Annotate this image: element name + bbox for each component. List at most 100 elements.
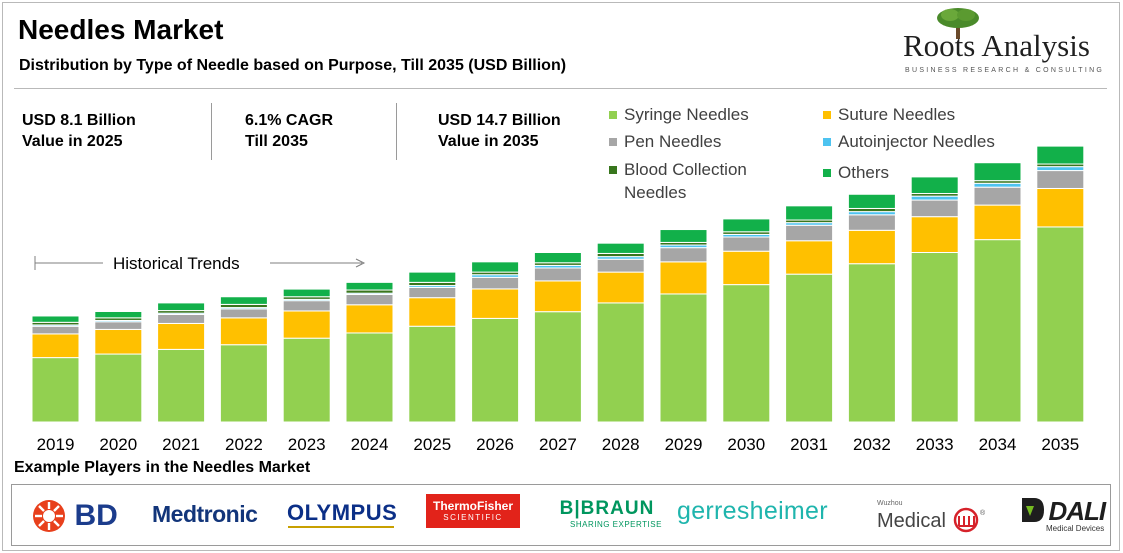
x-tick-label: 2030 <box>727 435 765 454</box>
bar-syringe-2026 <box>471 317 520 423</box>
dali-logo-text: DALI <box>1048 496 1106 526</box>
bar-others-2028 <box>596 242 645 254</box>
x-tick-label: 2032 <box>853 435 891 454</box>
thermofisher-logo: ThermoFisher SCIENTIFIC <box>426 494 520 528</box>
kpi-2025-label: Value in 2025 <box>22 133 123 150</box>
kpi-cagr: 6.1% CAGR Till 2035 <box>245 110 333 152</box>
bar-pen-2026 <box>471 276 520 290</box>
dali-logo: DALI Medical Devices <box>1020 496 1106 533</box>
bar-suture-2026 <box>471 288 520 319</box>
bar-pen-2021 <box>157 313 206 324</box>
bar-suture-2028 <box>596 271 645 304</box>
legend-pen: Pen Needles <box>624 132 722 151</box>
bar-pen-2020 <box>94 321 143 330</box>
bar-pen-2028 <box>596 258 645 273</box>
bar-others-2019 <box>31 315 80 323</box>
bbraun-logo-name: B|BRAUN <box>559 498 655 519</box>
bar-syringe-2019 <box>31 357 80 423</box>
bbraun-logo-sub: SHARING EXPERTISE <box>570 520 662 529</box>
x-tick-label: 2025 <box>413 435 451 454</box>
bbraun-logo: B|BRAUN SHARING EXPERTISE <box>552 498 662 529</box>
bar-others-2020 <box>94 310 143 319</box>
legend-syringe: Syringe Needles <box>624 105 749 124</box>
bar-others-2027 <box>533 252 582 264</box>
legend-swatch-suture <box>823 111 831 119</box>
x-tick-label: 2026 <box>476 435 514 454</box>
x-tick-label: 2022 <box>225 435 263 454</box>
bar-pen-2027 <box>533 267 582 282</box>
legend-suture: Suture Needles <box>838 105 956 124</box>
x-tick-label: 2019 <box>37 435 75 454</box>
x-tick-label: 2021 <box>162 435 200 454</box>
bar-syringe-2032 <box>847 263 896 423</box>
bar-syringe-2024 <box>345 332 394 423</box>
kpi-2035-value: USD 14.7 Billion Value in 2035 <box>438 110 561 152</box>
legend-swatch-blood <box>609 166 617 174</box>
x-tick-label: 2034 <box>979 435 1017 454</box>
bar-others-2030 <box>722 218 771 233</box>
brand-tagline: BUSINESS RESEARCH & CONSULTING <box>905 67 1105 74</box>
bar-others-2032 <box>847 193 896 209</box>
bar-pen-2024 <box>345 294 394 306</box>
x-axis-ticks: 2019 2020 2021 2022 2023 2024 2025 2026 2027 2028… <box>37 435 1080 454</box>
bar-others-2023 <box>282 288 331 298</box>
x-tick-label: 2028 <box>602 435 640 454</box>
bar-suture-2024 <box>345 304 394 334</box>
bd-logo-text: BD <box>74 499 118 532</box>
dali-mark-icon <box>1022 498 1044 522</box>
bar-suture-2031 <box>785 240 834 275</box>
tree-logo-icon <box>937 8 979 39</box>
bar-pen-2033 <box>910 199 959 218</box>
x-tick-label: 2031 <box>790 435 828 454</box>
bar-suture-2023 <box>282 310 331 339</box>
bar-suture-2034 <box>973 204 1022 241</box>
bar-pen-2034 <box>973 186 1022 206</box>
kpi-2035-amount: USD 14.7 Billion <box>438 112 561 129</box>
thermofisher-logo-name: ThermoFisher <box>432 499 513 513</box>
bar-syringe-2031 <box>785 273 834 423</box>
bar-syringe-2027 <box>533 311 582 423</box>
bar-group <box>31 145 1085 423</box>
bar-others-2029 <box>659 229 708 243</box>
bar-autoinjector-2034 <box>973 182 1022 188</box>
players-logo-strip <box>11 484 1111 546</box>
page-subtitle: Distribution by Type of Needle based on … <box>19 57 567 74</box>
bar-pen-2031 <box>785 224 834 242</box>
bar-suture-2030 <box>722 250 771 286</box>
bar-others-2021 <box>157 302 206 312</box>
bar-suture-2032 <box>847 229 896 265</box>
legend-autoinjector: Autoinjector Needles <box>838 132 995 151</box>
kpi-cagr-amount: 6.1% CAGR <box>245 112 334 129</box>
bar-syringe-2021 <box>157 348 206 423</box>
bar-others-2033 <box>910 176 959 195</box>
bar-others-2026 <box>471 261 520 273</box>
bar-suture-2021 <box>157 322 206 350</box>
wuzhou-medical-logo: Wuzhou Medical ® <box>877 500 990 533</box>
bar-others-2025 <box>408 271 457 283</box>
bar-syringe-2029 <box>659 293 708 423</box>
bar-suture-2025 <box>408 297 457 327</box>
bar-suture-2020 <box>94 328 143 355</box>
bar-suture-2027 <box>533 280 582 313</box>
bar-others-2034 <box>973 162 1022 182</box>
legend-blood-line2: Needles <box>624 183 687 202</box>
page-title: Needles Market <box>18 14 224 45</box>
bar-autoinjector-2035 <box>1036 166 1085 172</box>
bar-others-2024 <box>345 281 394 291</box>
bar-syringe-2025 <box>408 325 457 423</box>
gerresheimer-logo: gerresheimer <box>677 497 828 525</box>
bar-suture-2019 <box>31 333 80 359</box>
bd-logo: BD <box>32 499 118 533</box>
bar-others-2031 <box>785 205 834 221</box>
olympus-underline <box>288 526 394 528</box>
legend-swatch-syringe <box>609 111 617 119</box>
kpi-2025-amount: USD 8.1 Billion <box>22 112 136 129</box>
bar-pen-2029 <box>659 247 708 263</box>
wuzhou-logo-medical: Medical <box>877 510 946 532</box>
kpi-2025-value: USD 8.1 Billion Value in 2025 <box>22 110 136 152</box>
svg-text:®: ® <box>980 509 986 517</box>
x-tick-label: 2024 <box>351 435 389 454</box>
brand-name: Roots Analysis <box>903 28 1090 63</box>
